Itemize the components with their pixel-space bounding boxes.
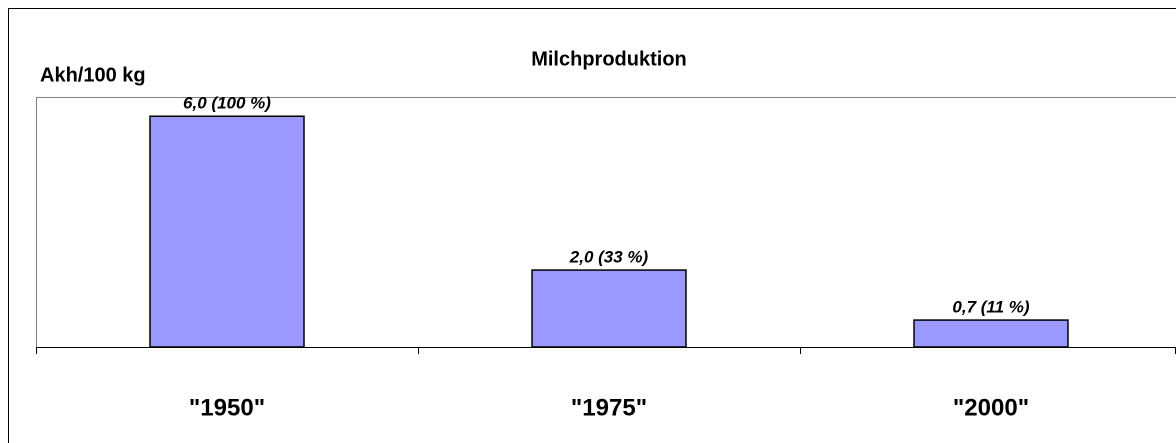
value-label: 0,7 (11 %) xyxy=(952,298,1030,317)
value-label: 2,0 (33 %) xyxy=(569,248,649,267)
bar xyxy=(149,115,305,348)
chart-title: Milchproduktion xyxy=(531,48,687,70)
y-axis-label: Akh/100 kg xyxy=(40,64,146,86)
bar xyxy=(531,269,687,348)
x-tick-label: "2000" xyxy=(953,394,1029,421)
x-tick-label: "1975" xyxy=(571,394,647,421)
value-label: 6,0 (100 %) xyxy=(183,94,271,113)
bar xyxy=(913,319,1069,348)
x-tick-label: "1950" xyxy=(189,394,265,421)
